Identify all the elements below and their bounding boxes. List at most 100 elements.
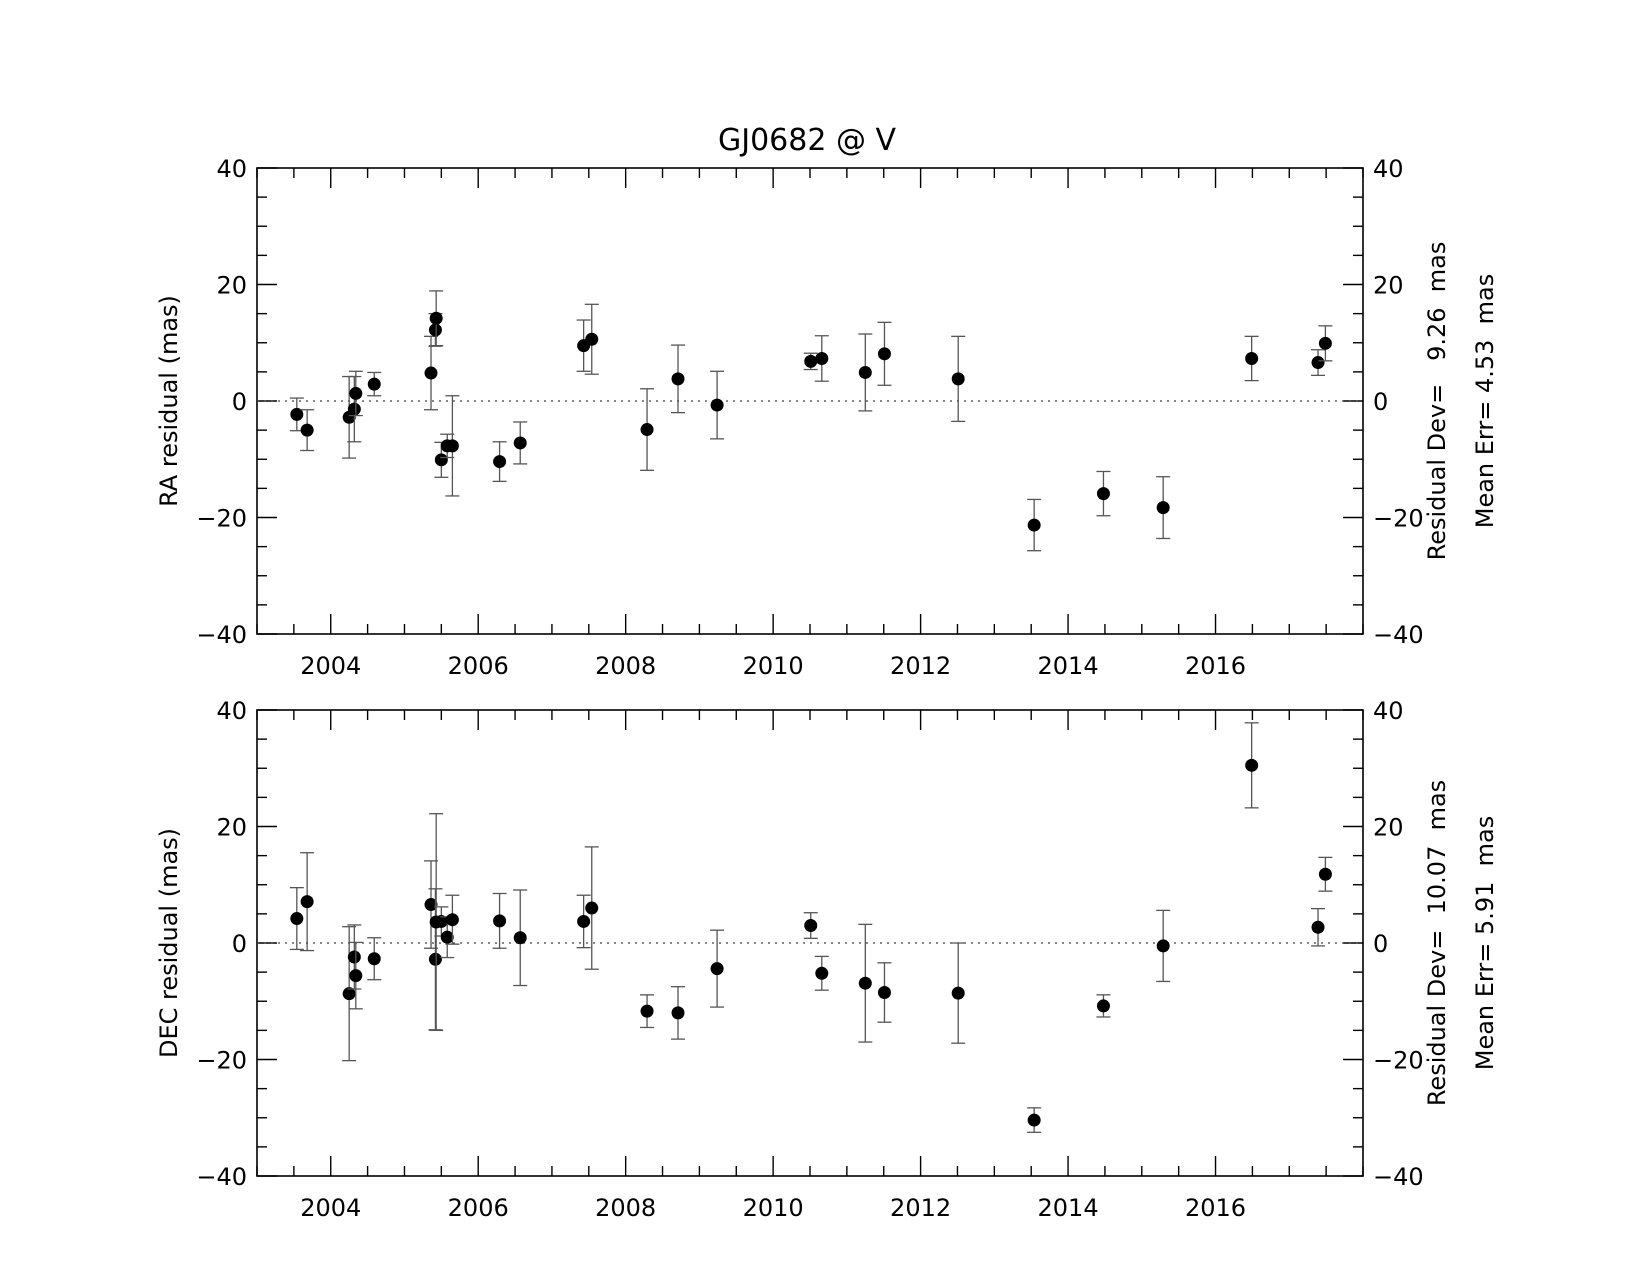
data-marker	[367, 952, 381, 966]
y-tick-label: 40	[216, 155, 247, 183]
data-point	[1244, 335, 1259, 382]
data-point	[434, 441, 449, 478]
data-marker	[710, 962, 724, 976]
data-marker	[1096, 999, 1110, 1013]
data-marker	[815, 351, 829, 365]
data-marker	[445, 439, 459, 453]
data-marker	[429, 311, 443, 325]
data-point	[492, 892, 507, 949]
data-point	[1156, 909, 1171, 983]
data-marker	[1096, 487, 1110, 501]
data-marker	[300, 423, 314, 437]
y-tick-label: −40	[196, 1163, 247, 1191]
panel-ra: −40 −40 −20 −20 0 0 20 20 40 40 2004 2006 2008 2010 20…	[155, 155, 1499, 680]
data-marker	[424, 366, 438, 380]
data-marker	[1156, 939, 1170, 953]
data-marker	[858, 976, 872, 990]
data-marker	[1156, 501, 1170, 515]
data-point	[803, 912, 818, 939]
data-marker	[585, 901, 599, 915]
data-marker	[290, 407, 304, 421]
data-point	[1096, 994, 1111, 1018]
data-marker	[428, 952, 442, 966]
data-point	[513, 889, 528, 987]
data-point	[576, 319, 591, 372]
y-tick-label-right: −40	[1373, 1163, 1424, 1191]
data-point	[424, 335, 439, 411]
y-tick-label-right: −20	[1373, 1047, 1424, 1075]
data-marker	[428, 323, 442, 337]
data-marker	[951, 372, 965, 386]
panel-dec: −40 −40 −20 −20 0 0 20 20 40 40 2004 2006 2008 2010 20…	[155, 697, 1499, 1222]
data-marker	[1318, 336, 1332, 350]
x-tick-label: 2014	[1038, 652, 1099, 680]
data-point	[858, 923, 873, 1043]
x-tick-label: 2008	[595, 652, 656, 680]
data-point	[300, 852, 315, 952]
data-marker	[440, 930, 454, 944]
data-point	[429, 290, 444, 347]
data-marker	[300, 895, 314, 909]
data-marker	[671, 1006, 685, 1020]
data-marker	[347, 950, 361, 964]
data-point	[289, 887, 304, 951]
data-marker	[804, 354, 818, 368]
data-point	[640, 388, 655, 471]
data-point	[1096, 470, 1111, 517]
data-point	[367, 937, 382, 981]
data-marker	[342, 987, 356, 1001]
panels-layer: −40 −40 −20 −20 0 0 20 20 40 40 2004 2006 2008 2010 20…	[155, 155, 1499, 1222]
data-marker	[1245, 351, 1259, 365]
data-marker	[1311, 920, 1325, 934]
data-point	[803, 352, 818, 371]
data-point	[1244, 722, 1259, 809]
y-tick-label-right: 0	[1373, 388, 1388, 416]
data-point	[445, 894, 460, 945]
data-point	[814, 335, 829, 382]
data-point	[1311, 349, 1326, 377]
x-tick-label: 2006	[448, 1194, 509, 1222]
data-marker	[577, 914, 591, 928]
data-point	[584, 303, 599, 375]
data-point	[671, 986, 686, 1040]
x-tick-label: 2016	[1185, 1194, 1246, 1222]
data-point	[513, 421, 528, 465]
data-point	[640, 994, 655, 1029]
y-tick-label: 20	[216, 272, 247, 300]
data-point	[671, 344, 686, 414]
y-tick-label-right: −20	[1373, 505, 1424, 533]
y-tick-label: 20	[216, 814, 247, 842]
data-marker	[585, 332, 599, 346]
y-tick-label: 0	[232, 930, 247, 958]
chart-title: GJ0682 @ V	[718, 123, 897, 158]
x-tick-label: 2004	[300, 652, 361, 680]
y-tick-label-right: 40	[1373, 155, 1404, 183]
data-point	[367, 371, 382, 397]
data-point	[1156, 476, 1171, 540]
x-tick-label: 2012	[890, 1194, 951, 1222]
data-point	[348, 370, 363, 417]
data-point	[951, 942, 966, 1044]
data-marker	[1027, 1113, 1041, 1127]
data-marker	[424, 898, 438, 912]
data-point	[710, 929, 725, 1008]
data-point	[289, 397, 304, 432]
data-point	[584, 846, 599, 970]
data-marker	[1027, 518, 1041, 532]
data-point	[1027, 1107, 1042, 1133]
y-axis-label: DEC residual (mas)	[155, 828, 183, 1058]
data-marker	[493, 914, 507, 928]
data-marker	[815, 966, 829, 980]
y-tick-label: −40	[196, 621, 247, 649]
y-tick-label-right: 20	[1373, 272, 1404, 300]
data-marker	[1245, 758, 1259, 772]
x-tick-label: 2004	[300, 1194, 361, 1222]
y-tick-label: 40	[216, 697, 247, 725]
data-point	[1311, 907, 1326, 947]
data-marker	[877, 347, 891, 361]
y-tick-label-right: 40	[1373, 697, 1404, 725]
data-marker	[493, 455, 507, 469]
data-marker	[951, 986, 965, 1000]
